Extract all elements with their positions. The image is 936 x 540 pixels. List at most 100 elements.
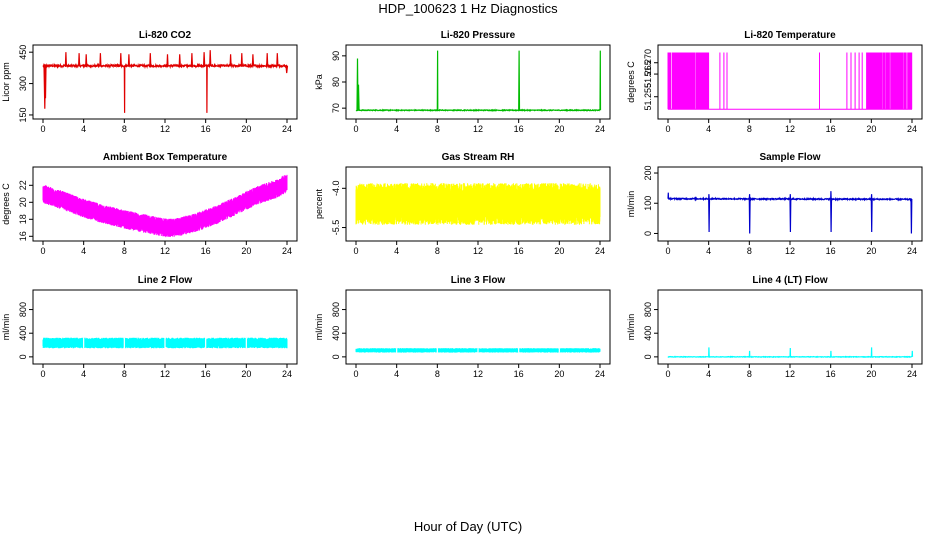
- x-tick-label: 0: [40, 246, 45, 256]
- data-spike: [206, 65, 208, 113]
- y-tick-label: 18: [18, 214, 28, 224]
- x-tick-label: 16: [826, 124, 836, 134]
- y-tick-label: 51.255: [643, 83, 653, 111]
- panel-li-820-co2: Li-820 CO2 Licor ppm 0 4 8 12 16 20 24 150 300 450: [1, 30, 298, 134]
- plot-frame: [32, 44, 298, 120]
- x-tick-label: 12: [785, 124, 795, 134]
- data-spike: [119, 53, 122, 66]
- x-tick-label: 8: [747, 124, 752, 134]
- data-spike: [99, 53, 102, 66]
- data-series: [667, 52, 913, 110]
- x-tick-label: 24: [595, 369, 605, 379]
- data-spike: [436, 50, 439, 111]
- y-tick-label: 90: [331, 51, 341, 61]
- data-spike: [166, 54, 169, 66]
- y-tick-label: 150: [18, 107, 28, 122]
- data-spike: [266, 53, 269, 66]
- plot-frame: [345, 44, 611, 120]
- y-tick-label: -4.0: [331, 181, 341, 197]
- x-tick-label: 20: [554, 124, 564, 134]
- data-spike: [123, 65, 126, 113]
- x-tick-label: 16: [201, 246, 211, 256]
- x-tick-label: 0: [353, 246, 358, 256]
- data-spike: [748, 350, 751, 357]
- panel-sample-flow: Sample Flow ml/min 0 4 8 12 16 20 24 0 100 200: [626, 152, 923, 256]
- y-tick-label: 0: [331, 354, 341, 359]
- x-tick-label: 20: [866, 369, 876, 379]
- x-tick-label: 24: [282, 369, 292, 379]
- x-tick-label: 20: [866, 246, 876, 256]
- plot-data: [667, 191, 913, 234]
- x-tick-label: 16: [201, 369, 211, 379]
- y-axis-label: degrees C: [1, 183, 11, 225]
- x-tick-label: 8: [435, 246, 440, 256]
- y-axis-label: Licor ppm: [1, 62, 11, 102]
- data-spike: [78, 53, 81, 66]
- y-tick-label: 400: [331, 326, 341, 341]
- x-tick-label: 24: [282, 246, 292, 256]
- data-spike: [870, 199, 873, 233]
- data-spike: [209, 50, 212, 66]
- data-spike: [870, 194, 873, 200]
- x-tick-label: 24: [907, 124, 917, 134]
- x-tick-label: 0: [665, 124, 670, 134]
- y-tick-label: 400: [18, 326, 28, 341]
- x-tick-label: 4: [81, 124, 86, 134]
- x-tick-label: 0: [665, 369, 670, 379]
- panel-li-820-pressure: Li-820 Pressure kPa 0 4 8 12 16 20 24 70 80 90: [314, 30, 611, 134]
- plot-data: [355, 183, 601, 225]
- panel-line-4-lt-flow: Line 4 (LT) Flow ml/min 0 4 8 12 16 20 24 0 400 800: [626, 275, 923, 379]
- y-tick-label: 16: [18, 231, 28, 241]
- y-tick-label: 51.265: [643, 60, 653, 88]
- data-spike: [44, 65, 47, 99]
- data-spike: [748, 194, 751, 199]
- data-spike: [276, 53, 279, 66]
- panel-title: Li-820 CO2: [139, 30, 192, 41]
- panel-gas-stream-rh: Gas Stream RH percent 0 4 8 12 16 20 24 -5.5 -4.0: [314, 152, 611, 256]
- x-tick-label: 16: [514, 246, 524, 256]
- x-tick-label: 4: [394, 369, 399, 379]
- data-spike: [789, 198, 792, 233]
- x-tick-label: 24: [907, 246, 917, 256]
- panel-title: Sample Flow: [759, 152, 820, 163]
- x-tick-label: 4: [706, 369, 711, 379]
- data-spike: [748, 198, 751, 234]
- data-spike: [708, 198, 711, 233]
- data-spike: [789, 194, 792, 200]
- x-tick-label: 0: [665, 246, 670, 256]
- x-tick-label: 8: [435, 124, 440, 134]
- data-spike: [85, 54, 88, 66]
- panel-title: Line 3 Flow: [451, 275, 506, 286]
- x-tick-label: 4: [81, 369, 86, 379]
- y-tick-label: 80: [331, 77, 341, 87]
- y-axis-label: kPa: [314, 74, 324, 90]
- data-spike: [910, 199, 913, 234]
- data-spike: [285, 65, 289, 74]
- plot-data: [667, 52, 913, 110]
- y-axis-label: ml/min: [314, 314, 324, 341]
- x-tick-label: 0: [40, 369, 45, 379]
- y-tick-label: 800: [331, 302, 341, 317]
- x-tick-label: 20: [554, 369, 564, 379]
- y-axis-label: ml/min: [1, 314, 11, 341]
- y-tick-label: 800: [643, 302, 653, 317]
- x-tick-label: 4: [394, 246, 399, 256]
- data-spike: [149, 53, 152, 66]
- data-spike: [178, 54, 181, 66]
- y-axis-label: ml/min: [626, 314, 636, 341]
- data-spike: [190, 53, 193, 66]
- figure-title: HDP_100623 1 Hz Diagnostics: [378, 1, 558, 16]
- x-tick-label: 20: [241, 124, 251, 134]
- x-tick-label: 4: [394, 124, 399, 134]
- x-tick-label: 4: [706, 124, 711, 134]
- x-tick-label: 0: [353, 369, 358, 379]
- data-spike: [789, 347, 792, 357]
- data-spike: [64, 52, 67, 66]
- y-tick-label: -5.5: [331, 220, 341, 236]
- panel-title: Li-820 Pressure: [441, 30, 516, 41]
- y-axis-label: degrees C: [626, 61, 636, 103]
- x-tick-label: 16: [201, 124, 211, 134]
- x-tick-label: 12: [785, 246, 795, 256]
- plot-data: [42, 174, 288, 238]
- data-spike: [911, 350, 914, 357]
